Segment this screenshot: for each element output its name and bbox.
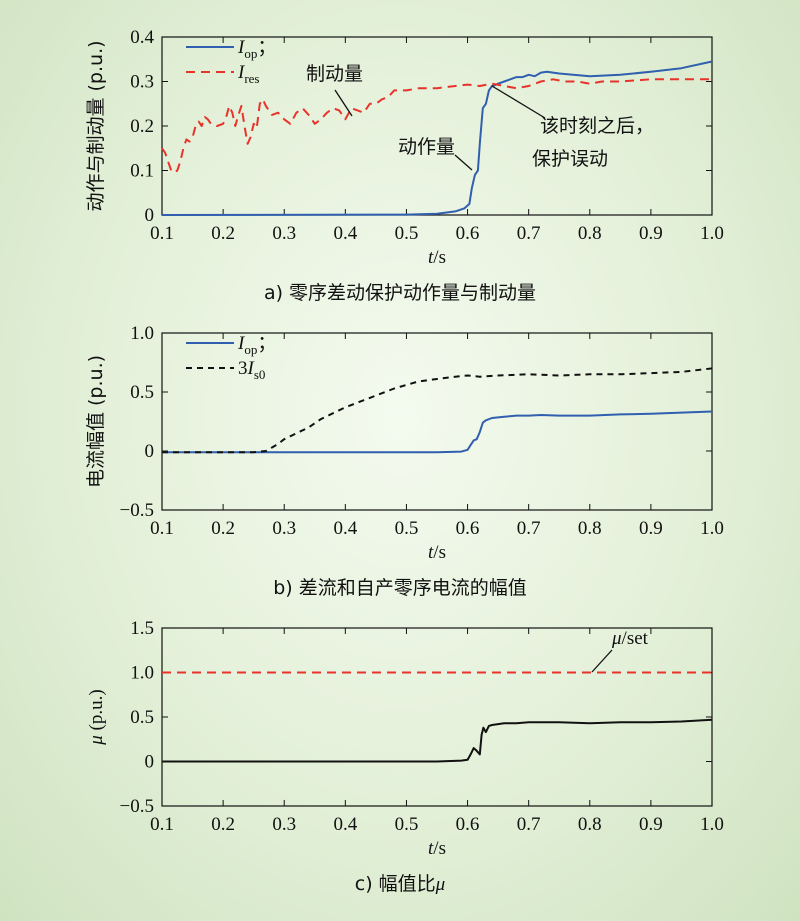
chart-panel-b: 0.1 0.2 0.3 0.4 0.5 0.6 0.7 0.8 0.9 1.0 −0.5 0 0.5 1.… bbox=[85, 323, 724, 599]
x-tick-label: 0.3 bbox=[272, 814, 296, 835]
x-tick-label: 0.4 bbox=[333, 814, 357, 835]
x-tick-label: 0.6 bbox=[456, 814, 480, 835]
chart-caption: b) 差流和自产零序电流的幅值 bbox=[273, 577, 527, 599]
x-tick-label: 0.1 bbox=[150, 814, 174, 835]
annotation-operate: 动作量 bbox=[398, 136, 455, 158]
y-tick-label: −0.5 bbox=[120, 500, 154, 521]
y-tick-label: 1.0 bbox=[130, 663, 154, 684]
x-tick-label: 0.9 bbox=[639, 814, 663, 835]
x-tick-label: 0.9 bbox=[639, 223, 663, 244]
legend-entry: Ires bbox=[237, 62, 260, 86]
annotation-arrow bbox=[491, 85, 546, 119]
chart-caption: a) 零序差动保护动作量与制动量 bbox=[264, 282, 536, 304]
x-tick-label: 0.5 bbox=[395, 518, 419, 539]
x-axis-label: t/s bbox=[428, 247, 446, 268]
y-tick-label: 0.2 bbox=[130, 116, 154, 137]
x-tick-label: 0.8 bbox=[578, 518, 602, 539]
x-tick-label: 1.0 bbox=[700, 814, 724, 835]
x-tick-label: 0.9 bbox=[639, 518, 663, 539]
x-tick-label: 1.0 bbox=[700, 223, 724, 244]
y-tick-label: 1.0 bbox=[130, 323, 154, 344]
y-axis-label: 电流幅值 (p.u.) bbox=[85, 355, 107, 488]
chart-caption: c) 幅值比μ bbox=[355, 873, 445, 895]
y-tick-label: 0.5 bbox=[130, 707, 154, 728]
y-tick-label: 1.5 bbox=[130, 618, 154, 639]
y-tick-label: −0.5 bbox=[120, 796, 154, 817]
annotation-set: μ/set bbox=[611, 628, 649, 649]
x-axis-label: t/s bbox=[428, 838, 446, 859]
series-line-0 bbox=[162, 718, 713, 763]
annotation-note-line1: 该时刻之后， bbox=[540, 115, 654, 137]
chart-panel-c: 0.1 0.2 0.3 0.4 0.5 0.6 0.7 0.8 0.9 1.0 −0.5 0 0.5 1.… bbox=[86, 618, 724, 895]
x-tick-label: 0.7 bbox=[517, 814, 541, 835]
annotation-note-line2: 保护误动 bbox=[532, 148, 608, 170]
x-tick-label: 0.4 bbox=[333, 518, 357, 539]
chart-panel-a: 0.1 0.2 0.3 0.4 0.5 0.6 0.7 0.8 0.9 1.000.10.20.3… bbox=[85, 27, 724, 304]
y-tick-label: 0 bbox=[145, 752, 155, 773]
legend-entry: 3Is0 bbox=[238, 358, 265, 382]
x-tick-label: 0.2 bbox=[211, 223, 235, 244]
series-line-1 bbox=[161, 78, 712, 174]
plot-frame bbox=[161, 332, 713, 511]
x-tick-label: 0.3 bbox=[272, 518, 296, 539]
annotation-arrow bbox=[591, 649, 613, 673]
x-tick-label: 0.6 bbox=[456, 223, 480, 244]
x-tick-label: 0.2 bbox=[211, 518, 235, 539]
x-tick-label: 1.0 bbox=[700, 518, 724, 539]
series-line-0 bbox=[162, 410, 713, 454]
x-tick-label: 0.5 bbox=[395, 814, 419, 835]
y-axis-label: 动作与制动量 (p.u.) bbox=[85, 40, 107, 211]
x-axis-label: t/s bbox=[428, 542, 446, 563]
y-axis-label: μ (p.u.) bbox=[86, 689, 107, 745]
annotation-arrow bbox=[334, 89, 353, 117]
series-line-1 bbox=[162, 367, 713, 454]
annotation-arrow bbox=[454, 154, 473, 171]
y-tick-label: 0 bbox=[145, 441, 155, 462]
x-tick-label: 0.7 bbox=[517, 223, 541, 244]
y-tick-label: 0.5 bbox=[130, 382, 154, 403]
x-tick-label: 0.1 bbox=[150, 518, 174, 539]
x-tick-label: 0.3 bbox=[272, 223, 296, 244]
x-tick-label: 0.7 bbox=[517, 518, 541, 539]
y-tick-label: 0.1 bbox=[130, 161, 154, 182]
y-tick-label: 0.3 bbox=[130, 72, 154, 93]
x-tick-label: 0.8 bbox=[578, 223, 602, 244]
x-tick-label: 0.6 bbox=[456, 518, 480, 539]
y-tick-label: 0.4 bbox=[130, 27, 154, 48]
plot-frame bbox=[161, 627, 713, 807]
y-tick-label: 0 bbox=[145, 205, 155, 226]
legend-entry: Iop； bbox=[237, 333, 276, 357]
annotation-restraint: 制动量 bbox=[306, 63, 363, 85]
x-tick-label: 0.4 bbox=[333, 223, 357, 244]
legend-entry: Iop； bbox=[237, 37, 276, 61]
x-tick-label: 0.2 bbox=[211, 814, 235, 835]
x-tick-label: 0.1 bbox=[150, 223, 174, 244]
x-tick-label: 0.8 bbox=[578, 814, 602, 835]
x-tick-label: 0.5 bbox=[395, 223, 419, 244]
